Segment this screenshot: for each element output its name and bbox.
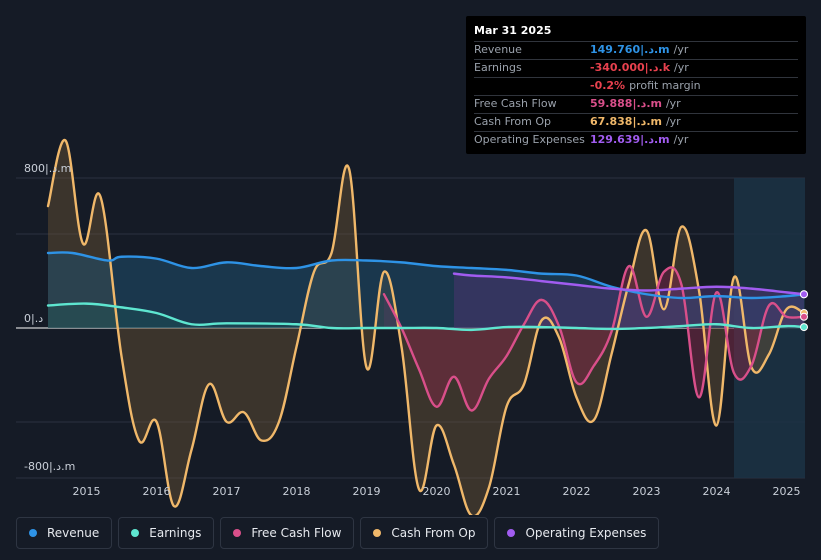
tooltip-unit: /yr [673, 43, 689, 56]
legend-dot-icon [29, 529, 37, 537]
legend-item-free-cash-flow[interactable]: Free Cash Flow [220, 517, 355, 549]
x-tick-label: 2024 [703, 485, 731, 498]
tooltip-row: Cash From Op 67.838|.د.m/yr [474, 114, 798, 132]
tooltip-label: Operating Expenses [474, 133, 585, 146]
tooltip-unit: /yr [665, 115, 681, 128]
tooltip-value: -0.2% [590, 79, 626, 92]
legend-label: Earnings [149, 526, 202, 540]
tooltip-row: Revenue 149.760|.د.m/yr [474, 42, 798, 60]
x-tick-label: 2019 [353, 485, 381, 498]
tooltip-value: 67.838|.د.m [590, 115, 662, 128]
free-cash-flow-area [384, 266, 804, 411]
legend-label: Cash From Op [391, 526, 476, 540]
operating-expenses-end-marker [800, 290, 808, 299]
tooltip-row: Free Cash Flow 59.888|.د.m/yr [474, 96, 798, 114]
chart-lines [46, 139, 806, 515]
y-tick-label: 800|.د.m [24, 162, 71, 175]
cash-from-op-line [46, 139, 806, 515]
legend-label: Revenue [47, 526, 100, 540]
tooltip-value: 59.888|.د.m [590, 97, 662, 110]
legend-item-cash-from-op[interactable]: Cash From Op [360, 517, 489, 549]
legend-dot-icon [233, 529, 242, 537]
chart-end-markers [800, 290, 808, 332]
x-tick-label: 2015 [73, 485, 101, 498]
free-cash-flow-end-marker [800, 312, 808, 321]
legend-dot-icon [373, 529, 382, 537]
tooltip-unit: /yr [674, 61, 689, 74]
tooltip-value: 149.760|.د.m [590, 43, 670, 56]
legend-item-operating-expenses[interactable]: Operating Expenses [494, 517, 660, 549]
tooltip-date: Mar 31 2025 [474, 23, 798, 42]
tooltip-row: Earnings -340.000|.د.k/yr [474, 60, 798, 78]
free-cash-flow-line [382, 264, 806, 412]
earnings-end-marker [800, 323, 808, 332]
operating-expenses-line [452, 272, 806, 296]
tooltip-label: Free Cash Flow [474, 97, 557, 110]
legend-item-earnings[interactable]: Earnings [118, 517, 215, 549]
x-tick-label: 2016 [143, 485, 171, 498]
tooltip-label [474, 78, 590, 95]
tooltip-unit: /yr [673, 133, 689, 146]
tooltip-label: Cash From Op [474, 115, 552, 128]
y-tick-label: -800|.د.m [24, 460, 75, 473]
chart-area: 800|.د.m0|.د-800|.د.m 2015 2016 2017 2018 20… [16, 139, 808, 515]
earnings-line [46, 302, 806, 332]
revenue-line [46, 251, 806, 300]
tooltip-row: -0.2% profit margin [474, 78, 798, 96]
tooltip-label: Earnings [474, 61, 522, 74]
tooltip-panel: Mar 31 2025 Revenue 149.760|.د.m/yr Earnin… [466, 16, 806, 154]
tooltip-label: Revenue [474, 43, 522, 56]
legend-item-revenue[interactable]: Revenue [16, 517, 113, 549]
tooltip-value: -340.000|.د.k [590, 61, 671, 74]
x-axis-labels: 2015 2016 2017 2018 2019 2020 2021 2022 2023 2024… [73, 485, 801, 498]
y-tick-label: 0|.د [24, 312, 43, 325]
legend-dot-icon [131, 529, 140, 537]
tooltip-unit: profit margin [629, 79, 701, 92]
y-axis-labels: 800|.د.m 0|.د -800|.د.m [24, 162, 75, 473]
legend-label: Free Cash Flow [251, 526, 342, 540]
x-tick-label: 2023 [633, 485, 661, 498]
tooltip-unit: /yr [665, 97, 681, 110]
x-tick-label: 2021 [493, 485, 521, 498]
x-tick-label: 2025 [773, 485, 801, 498]
legend-label: Operating Expenses [525, 526, 647, 540]
legend-dot-icon [507, 529, 516, 537]
tooltip-value: 129.639|.د.m [590, 133, 670, 146]
x-tick-label: 2022 [563, 485, 591, 498]
x-tick-label: 2018 [283, 485, 311, 498]
legend: Revenue Earnings Free Cash Flow Cash From O… [16, 517, 660, 549]
x-tick-label: 2017 [213, 485, 241, 498]
tooltip-row: Operating Expenses 129.639|.د.m/yr [474, 132, 798, 149]
x-tick-label: 2020 [423, 485, 451, 498]
